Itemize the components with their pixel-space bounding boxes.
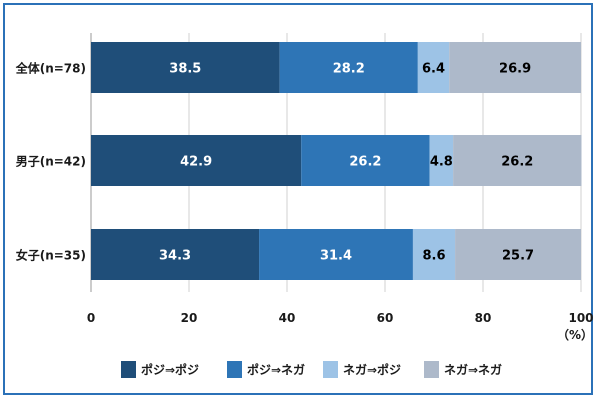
bar-segment [279, 42, 418, 93]
tick-label: 0 [87, 311, 95, 325]
category-label: 女子(n=35) [16, 248, 86, 263]
data-label: 38.5 [169, 62, 201, 77]
tick-label: 100 [568, 311, 593, 325]
bar-segment [453, 135, 582, 186]
data-label: 26.2 [349, 155, 381, 170]
bar-segment [91, 135, 302, 186]
bar-segment [429, 135, 454, 186]
data-label: 4.8 [430, 155, 453, 170]
legend-swatch [323, 361, 338, 378]
bars: 38.5 28.2 6.4 26.9 42.9 26.2 4.8 26.2 34.3 31.4 8.… [91, 42, 582, 280]
data-label: 8.6 [422, 249, 445, 264]
bar-segment [455, 229, 581, 280]
bar-segment [91, 42, 280, 93]
data-label: 26.2 [501, 155, 533, 170]
bar-segment [417, 42, 450, 93]
data-label: 25.7 [502, 249, 534, 264]
x-axis-ticks: 0 20 40 60 80 100 [87, 311, 594, 325]
legend-label: ポジ⇒ネガ [247, 362, 305, 377]
legend-swatch [227, 361, 242, 378]
tick-label: 40 [279, 311, 296, 325]
bar-segment [449, 42, 581, 93]
data-label: 26.9 [499, 62, 531, 77]
legend-label: ポジ⇒ポジ [141, 362, 199, 377]
bar-segment [259, 229, 413, 280]
category-label: 男子(n=42) [16, 155, 86, 169]
tick-label: 20 [181, 311, 198, 325]
data-label: 34.3 [159, 249, 191, 264]
tick-label: 80 [475, 311, 492, 325]
x-axis-unit-label: （%） [557, 327, 593, 342]
category-labels: 全体(n=78) 男子(n=42) 女子(n=35) [15, 61, 86, 263]
legend-swatch [424, 361, 439, 378]
legend-label: ネガ⇒ポジ [343, 362, 401, 377]
legend: ポジ⇒ポジ ポジ⇒ネガ ネガ⇒ポジ ネガ⇒ネガ [121, 361, 502, 378]
bar-segment [412, 229, 456, 280]
data-label: 42.9 [180, 155, 212, 170]
bar-segment [91, 229, 260, 280]
category-label: 全体(n=78) [15, 61, 86, 76]
tick-label: 60 [377, 311, 394, 325]
data-label: 31.4 [320, 249, 352, 264]
bar-segment [301, 135, 430, 186]
legend-swatch [121, 361, 136, 378]
data-label: 28.2 [333, 62, 365, 77]
legend-label: ネガ⇒ネガ [444, 362, 502, 377]
data-label: 6.4 [422, 62, 445, 77]
